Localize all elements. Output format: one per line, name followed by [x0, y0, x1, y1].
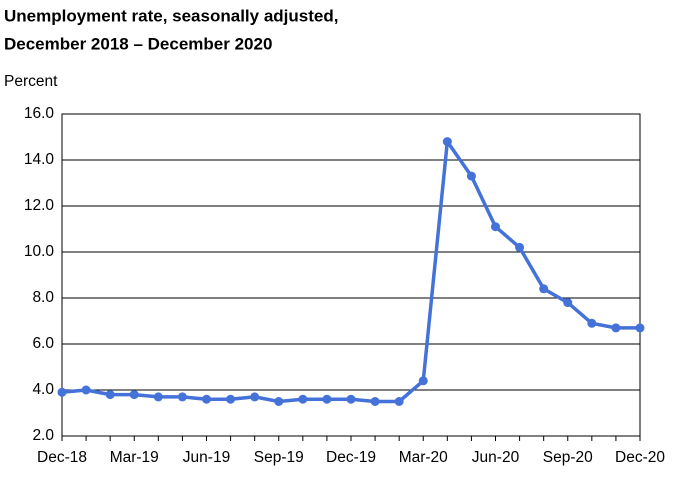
x-tick-label: Sep-19 [254, 449, 304, 466]
data-point [346, 394, 356, 404]
y-tick-label: 6.0 [32, 335, 54, 352]
x-tick-label: Dec-19 [326, 449, 376, 466]
data-point [587, 318, 597, 328]
chart-title: December 2018 – December 2020 [4, 34, 272, 53]
data-point [442, 137, 452, 147]
data-point [418, 376, 428, 386]
x-tick-label: Mar-19 [110, 449, 159, 466]
y-tick-label: 16.0 [24, 105, 55, 122]
data-point [250, 392, 260, 402]
y-axis-label: Percent [4, 73, 58, 90]
y-tick-label: 12.0 [24, 197, 55, 214]
data-point [226, 394, 236, 404]
data-point [515, 242, 525, 252]
plot-frame [61, 113, 641, 437]
data-point [491, 222, 500, 232]
data-point [394, 397, 404, 406]
y-tick-label: 14.0 [24, 151, 55, 168]
data-point [274, 397, 284, 406]
data-point [539, 284, 549, 294]
chart-title: Unemployment rate, seasonally adjusted, [4, 6, 338, 25]
y-tick-label: 4.0 [32, 381, 54, 398]
y-tick-label: 2.0 [32, 427, 54, 444]
x-tick-label: Mar-20 [399, 449, 448, 466]
data-point [202, 394, 211, 404]
x-tick-label: Dec-20 [615, 449, 665, 466]
data-point [611, 323, 621, 333]
data-point [466, 171, 476, 181]
x-tick-label: Sep-20 [543, 449, 593, 466]
data-point [57, 387, 67, 397]
data-point [153, 392, 163, 402]
data-point [129, 390, 139, 400]
data-point [81, 385, 91, 395]
data-point [298, 394, 308, 404]
data-line [61, 139, 640, 404]
data-point [322, 394, 332, 404]
data-point [177, 392, 187, 402]
data-point [370, 397, 380, 406]
data-point [105, 390, 115, 400]
x-tick-label: Jun-19 [183, 449, 230, 466]
data-point [635, 323, 645, 333]
y-tick-label: 10.0 [24, 243, 55, 260]
data-point [563, 298, 573, 308]
x-tick-label: Jun-20 [472, 449, 520, 466]
x-tick-label: Dec-18 [37, 449, 87, 466]
y-tick-label: 8.0 [32, 289, 54, 306]
